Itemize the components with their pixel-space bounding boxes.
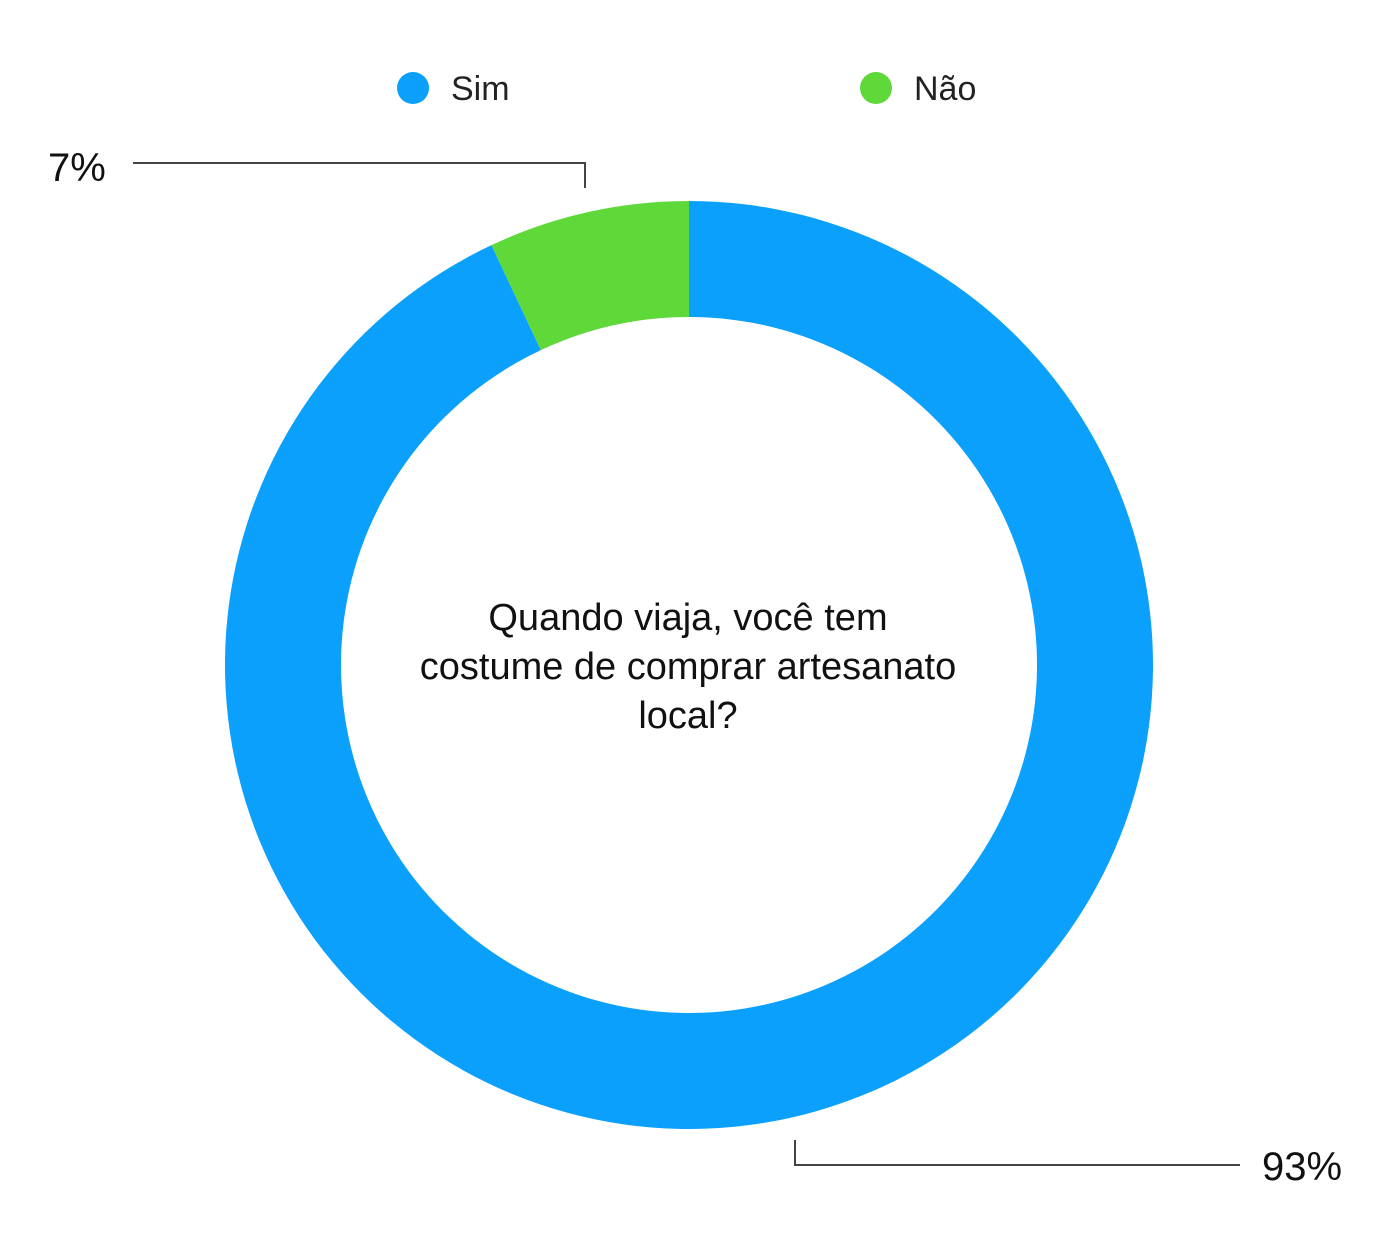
data-label-nao: 7% (48, 146, 106, 190)
center-title-line-3: local? (638, 695, 737, 737)
legend-label-sim: Sim (451, 70, 510, 108)
center-title-line-1: Quando viaja, você tem (488, 597, 887, 639)
center-title: Quando viaja, você tem costume de compra… (420, 597, 957, 737)
data-label-sim: 93% (1262, 1145, 1342, 1189)
legend-item-sim: Sim (397, 70, 510, 108)
legend: Sim Não (397, 70, 976, 108)
legend-swatch-sim (397, 72, 429, 104)
leader-line-sim (794, 1140, 1240, 1166)
legend-swatch-nao (860, 72, 892, 104)
center-title-line-2: costume de comprar artesanato (420, 646, 957, 688)
legend-label-nao: Não (914, 70, 976, 108)
slice-nao (491, 201, 689, 351)
leader-line-nao (133, 162, 586, 188)
legend-item-nao: Não (860, 70, 976, 108)
donut-slices (224, 201, 1153, 1129)
